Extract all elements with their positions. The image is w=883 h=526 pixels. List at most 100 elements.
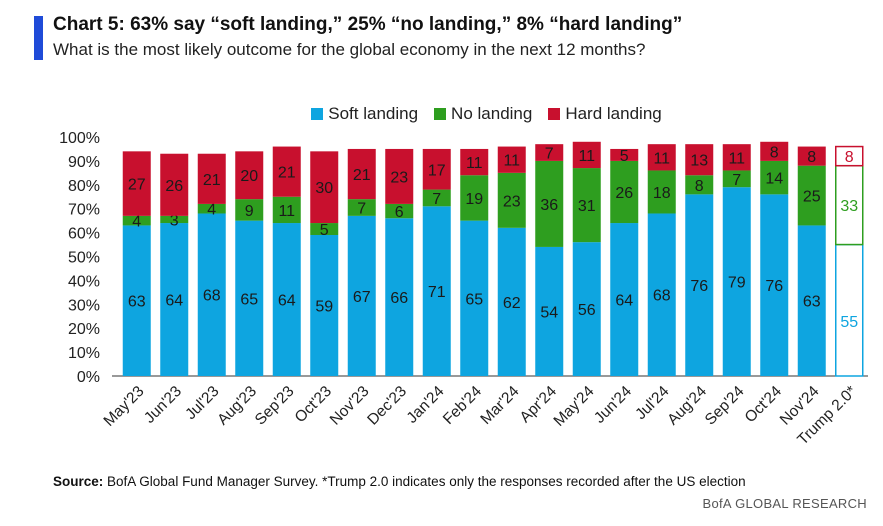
x-tick-label: Jan'24 — [404, 383, 448, 427]
data-label-hard-landing: 11 — [653, 150, 670, 167]
bar-segment-soft-landing — [685, 194, 714, 376]
bar-segment-hard-landing — [647, 144, 676, 171]
bar-segment-no-landing — [497, 172, 526, 228]
bar-segment-hard-landing — [235, 151, 264, 200]
y-tick-label: 40% — [68, 273, 100, 290]
source-label: Source: — [53, 474, 104, 489]
data-label-hard-landing: 7 — [545, 146, 554, 163]
bar-segment-no-landing — [835, 164, 864, 246]
bar-segment-no-landing — [385, 203, 414, 219]
data-label-no-landing: 3 — [170, 212, 179, 229]
bar-segment-no-landing — [610, 160, 639, 224]
data-label-soft-landing: 65 — [465, 291, 483, 308]
data-label-soft-landing: 65 — [240, 291, 258, 308]
data-label-soft-landing: 71 — [428, 284, 446, 301]
data-label-soft-landing: 64 — [278, 293, 296, 310]
bar-segment-hard-landing — [310, 151, 339, 224]
bar-segment-hard-landing — [272, 146, 301, 197]
data-label-soft-landing: 67 — [353, 289, 371, 306]
data-label-soft-landing: 64 — [615, 293, 633, 310]
bar-segment-no-landing — [235, 199, 264, 221]
legend-item-no: No landing — [434, 104, 532, 124]
bar-segment-hard-landing — [760, 141, 789, 161]
bar-segment-no-landing — [535, 160, 564, 247]
data-label-no-landing: 33 — [840, 198, 858, 215]
data-label-hard-landing: 13 — [690, 153, 708, 170]
bar-segment-no-landing — [310, 223, 339, 235]
data-label-hard-landing: 8 — [845, 149, 854, 166]
data-label-soft-landing: 68 — [653, 288, 671, 305]
data-label-hard-landing: 21 — [353, 167, 371, 184]
legend-swatch-soft — [311, 108, 324, 120]
y-tick-label: 90% — [68, 154, 100, 171]
data-label-no-landing: 7 — [357, 201, 366, 218]
data-label-hard-landing: 20 — [240, 168, 258, 185]
x-tick-label: Jun'24 — [591, 383, 635, 427]
bar-segment-hard-landing — [422, 148, 451, 190]
data-label-no-landing: 11 — [278, 203, 295, 220]
data-label-soft-landing: 76 — [765, 278, 783, 295]
bar-segment-hard-landing — [835, 145, 864, 167]
x-tick-label: Aug'23 — [214, 383, 260, 429]
data-label-soft-landing: 56 — [578, 302, 596, 319]
legend-label-no: No landing — [451, 104, 533, 123]
bar-segment-soft-landing — [647, 213, 676, 376]
source-note: Source: BofA Global Fund Manager Survey.… — [53, 474, 746, 489]
data-label-hard-landing: 8 — [807, 149, 816, 166]
bar-segment-soft-landing — [610, 223, 639, 376]
x-tick-label: Nov'23 — [327, 383, 373, 429]
x-tick-label: May'24 — [551, 383, 598, 430]
data-label-no-landing: 26 — [615, 185, 633, 202]
legend: Soft landing No landing Hard landing — [0, 104, 883, 124]
bar-segment-hard-landing — [797, 146, 826, 166]
bar-segment-hard-landing — [122, 151, 151, 216]
y-tick-label: 100% — [59, 130, 100, 147]
data-label-hard-landing: 23 — [390, 169, 408, 186]
legend-swatch-no — [434, 108, 447, 120]
bar-segment-hard-landing — [722, 144, 751, 171]
data-label-no-landing: 7 — [732, 172, 741, 189]
legend-swatch-hard — [548, 108, 561, 120]
data-label-hard-landing: 26 — [165, 178, 183, 195]
legend-item-soft: Soft landing — [311, 104, 418, 124]
bar-segment-soft-landing — [160, 223, 189, 376]
bar-segment-no-landing — [460, 175, 489, 221]
bar-segment-soft-landing — [797, 225, 826, 376]
data-label-soft-landing: 63 — [803, 294, 821, 311]
data-label-hard-landing: 30 — [315, 180, 333, 197]
bar-segment-no-landing — [647, 170, 676, 214]
x-tick-label: May'23 — [101, 383, 148, 430]
data-label-no-landing: 4 — [207, 202, 216, 219]
x-tick-label: Jun'23 — [141, 383, 185, 427]
data-label-soft-landing: 79 — [728, 275, 746, 292]
y-tick-label: 60% — [68, 226, 100, 243]
data-label-no-landing: 23 — [503, 193, 521, 210]
data-label-hard-landing: 8 — [770, 144, 779, 161]
data-label-soft-landing: 64 — [165, 293, 183, 310]
data-label-no-landing: 6 — [395, 204, 404, 221]
data-label-no-landing: 4 — [132, 214, 141, 231]
bar-segment-no-landing — [422, 189, 451, 207]
data-label-no-landing: 31 — [578, 198, 596, 215]
data-label-hard-landing: 27 — [128, 177, 146, 194]
data-label-hard-landing: 11 — [503, 153, 520, 170]
bar-segment-no-landing — [347, 199, 376, 216]
data-label-no-landing: 25 — [803, 189, 821, 206]
bar-segment-hard-landing — [572, 141, 601, 169]
bar-segment-soft-landing — [460, 220, 489, 376]
source-text: BofA Global Fund Manager Survey. *Trump … — [103, 474, 746, 489]
x-tick-label: Dec'23 — [364, 383, 410, 429]
data-label-soft-landing: 66 — [390, 290, 408, 307]
bar-segment-no-landing — [272, 196, 301, 224]
x-tick-label: Sep'24 — [702, 383, 748, 429]
title-accent-bar — [34, 16, 43, 60]
y-tick-label: 30% — [68, 297, 100, 314]
bar-segment-no-landing — [760, 160, 789, 195]
data-label-hard-landing: 21 — [203, 172, 221, 189]
y-tick-label: 80% — [68, 178, 100, 195]
x-tick-label: Aug'24 — [664, 383, 710, 429]
bar-segment-no-landing — [160, 215, 189, 224]
bar-segment-soft-landing — [310, 234, 339, 376]
bar-segment-no-landing — [122, 215, 151, 226]
bar-segment-soft-landing — [235, 220, 264, 376]
